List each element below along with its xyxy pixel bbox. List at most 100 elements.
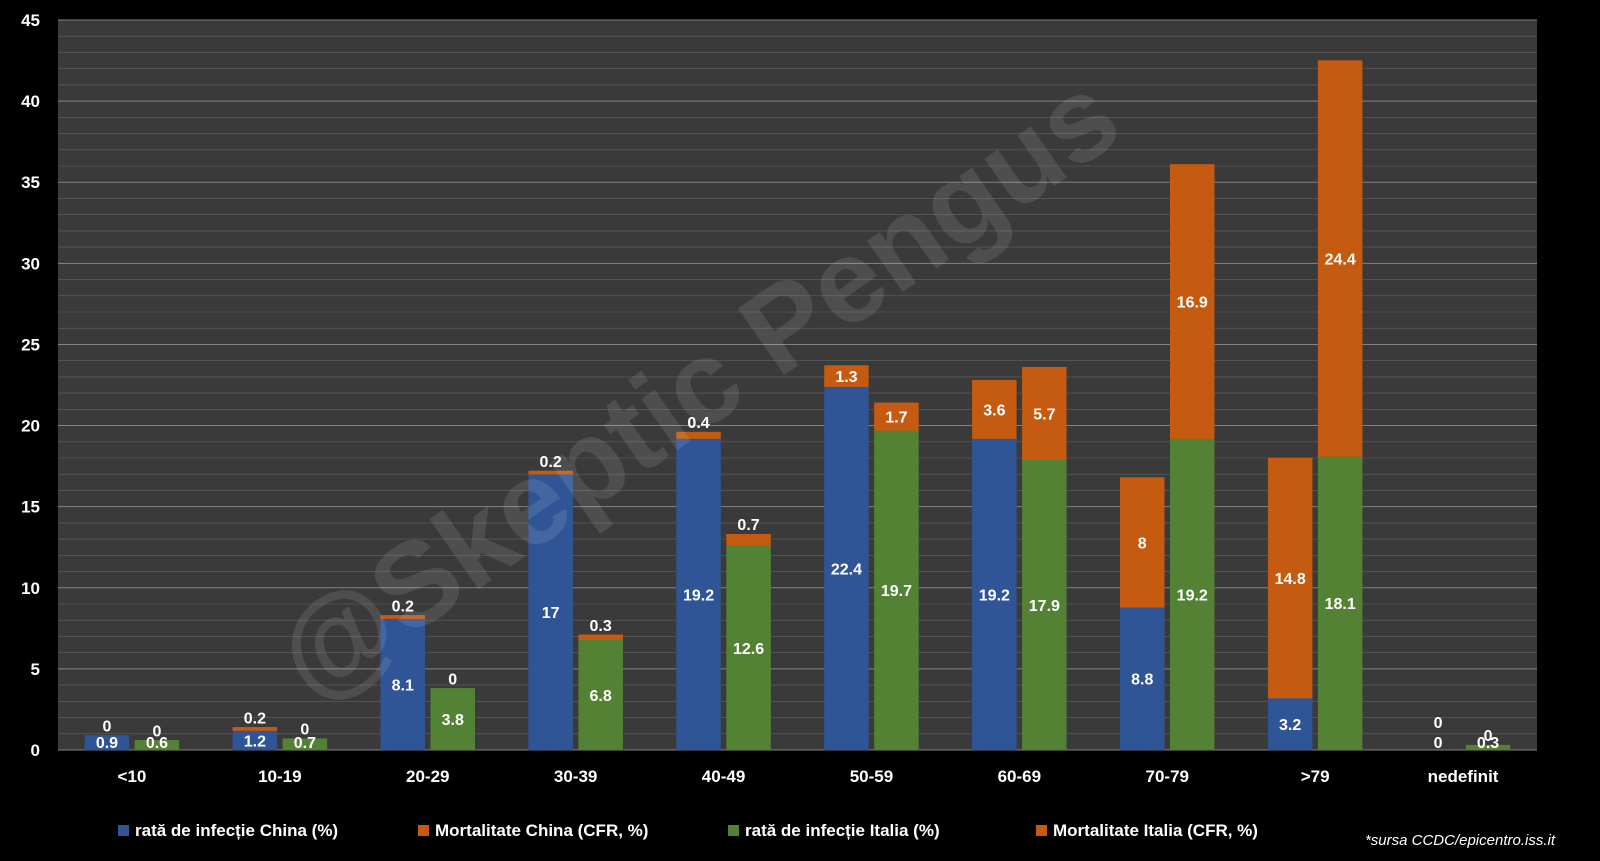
bar-italia-infection: [134, 740, 180, 751]
x-tick-label: 10-19: [258, 767, 301, 786]
bars: [84, 60, 1511, 751]
bar-china-mortality: [824, 365, 869, 387]
bar-china-infection: [824, 386, 869, 751]
y-tick-label: 10: [21, 579, 40, 598]
y-tick-label: 25: [21, 335, 40, 354]
data-label: 12.6: [733, 641, 764, 658]
bar-italia-infection: [1465, 744, 1511, 751]
x-tick-label: 60-69: [998, 767, 1041, 786]
bar-china-mortality: [676, 431, 721, 439]
bar-italia-infection: [578, 639, 623, 751]
x-tick-label: >79: [1301, 767, 1330, 786]
data-label: 0.2: [392, 598, 414, 615]
y-tick-label: 30: [21, 254, 40, 273]
data-label: 16.9: [1177, 294, 1208, 311]
data-label: 3.6: [983, 402, 1005, 419]
x-axis: <10 10-19 20-29 30-39 40-49 50-59 60-69 70-79 >7…: [118, 767, 1499, 786]
data-label: 0: [1484, 728, 1493, 745]
y-tick-label: 35: [21, 173, 40, 192]
bar-china-mortality: [972, 379, 1017, 439]
legend-swatch: [118, 825, 129, 836]
y-tick-label: 45: [21, 11, 40, 30]
bar-china-infection: [380, 618, 425, 751]
y-tick-label: 5: [31, 660, 40, 679]
bar-italia-infection: [430, 688, 475, 751]
data-label: 3.8: [442, 712, 464, 729]
bar-italia-infection: [1170, 438, 1215, 751]
bar-italia-infection: [1022, 459, 1067, 751]
bar-italia-infection: [874, 430, 919, 751]
data-label: 17.9: [1029, 598, 1060, 615]
data-label: 0.4: [687, 415, 709, 432]
y-tick-label: 0: [31, 741, 40, 760]
x-tick-label: 70-79: [1146, 767, 1189, 786]
x-tick-label: nedefinit: [1428, 767, 1499, 786]
data-label: 0.3: [590, 618, 612, 635]
data-label: 5.7: [1033, 406, 1055, 423]
bar-china-mortality: [1120, 477, 1165, 608]
bar-china-mortality: [232, 727, 278, 731]
data-label: 0: [448, 671, 457, 688]
data-label: 22.4: [831, 561, 862, 578]
data-label: 19.2: [979, 587, 1010, 604]
data-label: 0.2: [540, 454, 562, 471]
data-label: 0.9: [96, 735, 118, 752]
bar-china-mortality: [528, 470, 573, 475]
data-label: 0: [102, 718, 111, 735]
data-label: 0.7: [294, 735, 316, 752]
legend-label: rată de infecție Italia (%): [745, 821, 940, 840]
data-label: 8.8: [1131, 672, 1153, 689]
data-label: 18.1: [1325, 596, 1356, 613]
data-label: 1.3: [835, 369, 857, 386]
bar-italia-mortality: [1022, 366, 1067, 460]
legend-swatch: [1036, 825, 1047, 836]
legend-swatch: [418, 825, 429, 836]
bar-italia-mortality: [1170, 164, 1215, 439]
data-label: 6.8: [590, 688, 612, 705]
bar-italia-mortality: [1317, 60, 1363, 457]
legend-label: Mortalitate China (CFR, %): [435, 821, 648, 840]
data-label: 0: [1434, 715, 1443, 732]
bar-china-infection: [1267, 697, 1313, 751]
bar-italia-mortality: [726, 533, 771, 546]
y-axis: 0 5 10 15 20 25 30 35 40 45: [21, 11, 40, 760]
bar-china-infection: [84, 735, 130, 751]
data-label: 14.8: [1275, 571, 1306, 588]
data-label: 0: [152, 723, 161, 740]
data-label: 0: [1434, 735, 1443, 752]
x-tick-label: <10: [118, 767, 147, 786]
data-label: 19.2: [683, 587, 714, 604]
bar-china-infection: [528, 473, 573, 751]
bar-italia-mortality: [874, 402, 919, 431]
data-label: 8.1: [392, 677, 414, 694]
legend-label: Mortalitate Italia (CFR, %): [1053, 821, 1258, 840]
data-label: 3.2: [1279, 717, 1301, 734]
data-label: 24.4: [1325, 251, 1356, 268]
bar-italia-infection: [282, 738, 328, 751]
bar-italia-infection: [726, 545, 771, 751]
data-label: 0: [300, 722, 309, 739]
data-label: 1.7: [885, 410, 907, 427]
bar-china-mortality: [1267, 457, 1313, 699]
x-tick-label: 50-59: [850, 767, 893, 786]
data-label: 19.2: [1177, 587, 1208, 604]
data-label: 0.2: [244, 710, 266, 727]
bar-china-infection: [972, 438, 1017, 751]
y-tick-label: 15: [21, 498, 40, 517]
data-label: 8: [1138, 535, 1147, 552]
x-tick-label: 30-39: [554, 767, 597, 786]
x-tick-label: 20-29: [406, 767, 449, 786]
legend-label: rată de infecție China (%): [135, 821, 338, 840]
bar-italia-infection: [1317, 456, 1363, 751]
data-label: 0.3: [1477, 735, 1499, 752]
bar-china-mortality: [380, 615, 425, 619]
bar-china-infection: [1120, 606, 1165, 751]
bar-china-infection: [676, 438, 721, 751]
value-labels: 0.900.601.20.20.708.10.23.80170.26.80.31…: [96, 251, 1499, 752]
data-label: 0.7: [737, 517, 759, 534]
y-tick-label: 20: [21, 417, 40, 436]
x-tick-label: 40-49: [702, 767, 745, 786]
legend: rată de infecție China (%) Mortalitate Ch…: [118, 821, 1258, 840]
data-label: 0.6: [146, 735, 168, 752]
